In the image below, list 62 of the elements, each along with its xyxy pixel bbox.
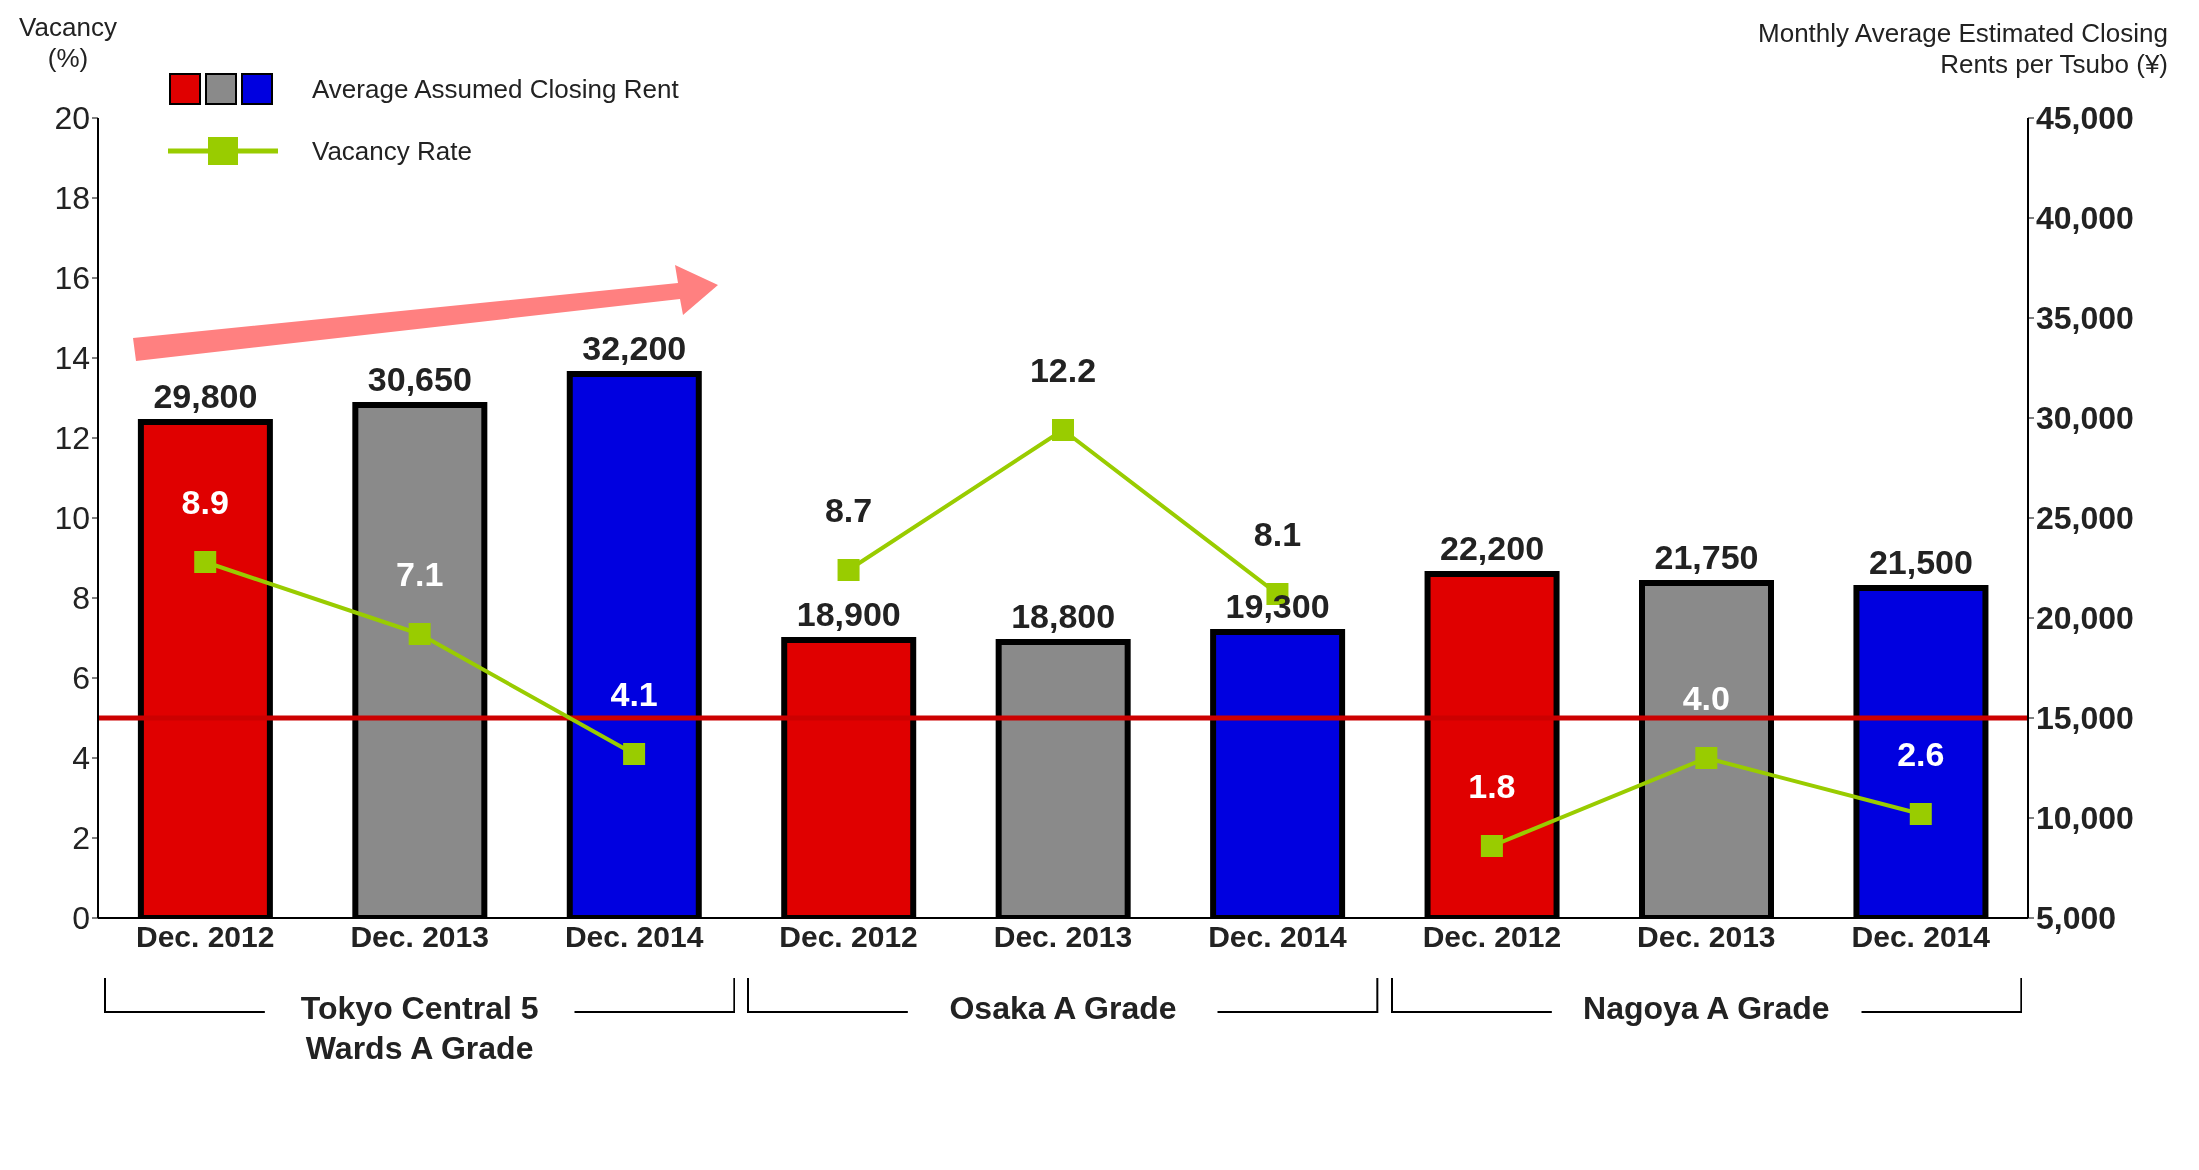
x-tick-label: Dec. 2013	[993, 920, 1133, 954]
point	[623, 743, 646, 765]
data-label: 19,300	[1225, 587, 1330, 625]
x-tick-label: Dec. 2013	[1637, 920, 1776, 954]
data-label: 18,900	[796, 595, 901, 633]
x-tick-label: Dec. 2012	[779, 920, 918, 954]
data-label: 12.2	[1029, 351, 1097, 389]
y2-tick-label: 30,000	[2036, 400, 2134, 437]
x-tick-label: Dec. 2014	[1208, 920, 1347, 954]
data-label: 1.8	[1468, 767, 1516, 805]
data-label: 21,750	[1654, 538, 1759, 576]
y2-tick-label: 35,000	[2036, 300, 2134, 337]
data-label: 2.6	[1897, 735, 1945, 773]
data-label: 21,500	[1868, 543, 1973, 581]
point	[1695, 747, 1718, 769]
data-label: 8.7	[824, 491, 873, 529]
text: Tokyo Central 5 Wards A Grade	[299, 989, 540, 1068]
y-tick-label: 12	[54, 420, 90, 457]
y-tick-label: 2	[72, 820, 90, 857]
y2-tick-label: 5,000	[2036, 900, 2117, 937]
point	[837, 559, 860, 581]
y2-tick-label: 40,000	[2036, 200, 2134, 237]
data-label: 18,800	[1011, 597, 1116, 635]
point	[1480, 835, 1503, 857]
y-tick-label: 14	[54, 340, 90, 377]
x-tick-label: Dec. 2014	[564, 920, 704, 954]
y2-tick-label: 45,000	[2036, 100, 2134, 137]
point	[194, 551, 217, 573]
legend-label: Vacancy Rate	[312, 135, 472, 167]
y2-axis-title: Monthly Average Estimated Closing Rents per Tsubo (¥)	[1757, 18, 2168, 80]
point	[1909, 803, 1932, 825]
x-tick-label: Dec. 2012	[1422, 920, 1562, 954]
y-tick-label: 6	[72, 660, 90, 697]
point	[1052, 419, 1074, 441]
y2-tick-label: 10,000	[2036, 800, 2134, 837]
y-tick-label: 16	[54, 260, 90, 297]
y-tick-label: 8	[72, 580, 90, 617]
data-label: 32,200	[582, 329, 687, 367]
y-tick-label: 18	[54, 180, 90, 217]
data-label: 29,800	[153, 377, 258, 415]
y-tick-label: 10	[54, 500, 90, 537]
y2-tick-label: 15,000	[2036, 700, 2134, 737]
x-tick-label: Dec. 2012	[136, 920, 275, 954]
legend-label: Average Assumed Closing Rent	[312, 73, 679, 105]
y-tick-label: 0	[72, 900, 90, 937]
y-tick-label: 4	[72, 740, 90, 777]
data-label: 4.0	[1682, 679, 1730, 717]
text: Osaka A Grade	[948, 989, 1178, 1028]
data-label: 8.9	[181, 483, 229, 521]
data-label: 8.1	[1253, 515, 1302, 553]
y-axis-title: Vacancy (%)	[18, 12, 118, 74]
y2-tick-label: 20,000	[2036, 600, 2134, 637]
x-tick-label: Dec. 2014	[1851, 920, 1991, 954]
data-label: 30,650	[367, 360, 472, 398]
text: Nagoya A Grade	[1582, 989, 1831, 1028]
data-label: 22,200	[1440, 529, 1545, 567]
y-tick-label: 20	[54, 100, 90, 137]
y2-tick-label: 25,000	[2036, 500, 2134, 537]
data-label: 4.1	[610, 675, 658, 713]
data-label: 7.1	[396, 555, 444, 593]
x-tick-label: Dec. 2013	[350, 920, 489, 954]
point	[408, 623, 431, 645]
